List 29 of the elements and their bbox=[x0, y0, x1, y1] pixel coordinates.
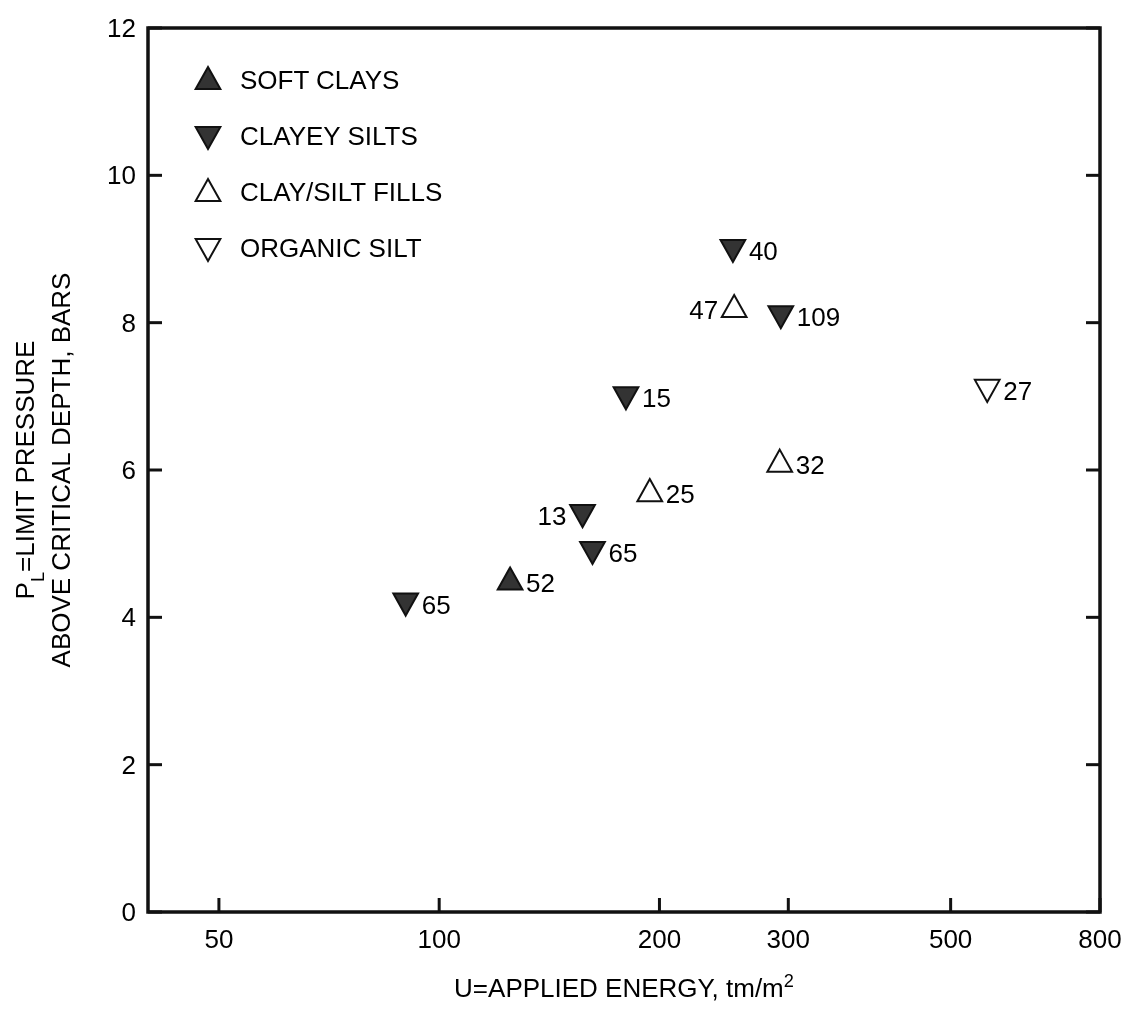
legend-label: CLAYEY SILTS bbox=[240, 121, 418, 152]
annotation: 109 bbox=[796, 302, 841, 333]
annotation: 40 bbox=[748, 236, 778, 267]
x-tick-label: 500 bbox=[928, 924, 973, 954]
y-tick-label: 6 bbox=[121, 455, 136, 486]
annotation: 13 bbox=[537, 501, 567, 532]
y-tick-label: 4 bbox=[121, 602, 136, 633]
y-tick-label: 2 bbox=[121, 749, 136, 780]
legend-label: CLAY/SILT FILLS bbox=[240, 177, 443, 208]
legend-label: ORGANIC SILT bbox=[240, 233, 422, 264]
annotation: 25 bbox=[665, 479, 695, 510]
y-tick-label: 12 bbox=[107, 13, 136, 44]
y-tick-label: 0 bbox=[121, 897, 136, 928]
x-tick-label: 50 bbox=[204, 924, 234, 954]
y-tick-label: 10 bbox=[107, 160, 136, 191]
annotation: 65 bbox=[608, 538, 638, 569]
x-axis-title: U=APPLIED ENERGY, tm/m$^{2}$ bbox=[454, 971, 794, 1003]
annotation: 52 bbox=[526, 567, 556, 598]
annotation: 32 bbox=[795, 449, 825, 480]
legend-label: SOFT CLAYS bbox=[240, 65, 400, 96]
x-tick-label: 800 bbox=[1078, 924, 1122, 954]
x-tick-label: 100 bbox=[417, 924, 461, 954]
annotation: 47 bbox=[689, 295, 719, 326]
annotation: 27 bbox=[1003, 376, 1033, 407]
y-tick-label: 8 bbox=[121, 307, 136, 338]
annotation: 65 bbox=[421, 589, 451, 620]
x-tick-label: 300 bbox=[766, 924, 810, 954]
annotation: 15 bbox=[641, 383, 671, 414]
x-tick-label: 200 bbox=[637, 924, 682, 954]
